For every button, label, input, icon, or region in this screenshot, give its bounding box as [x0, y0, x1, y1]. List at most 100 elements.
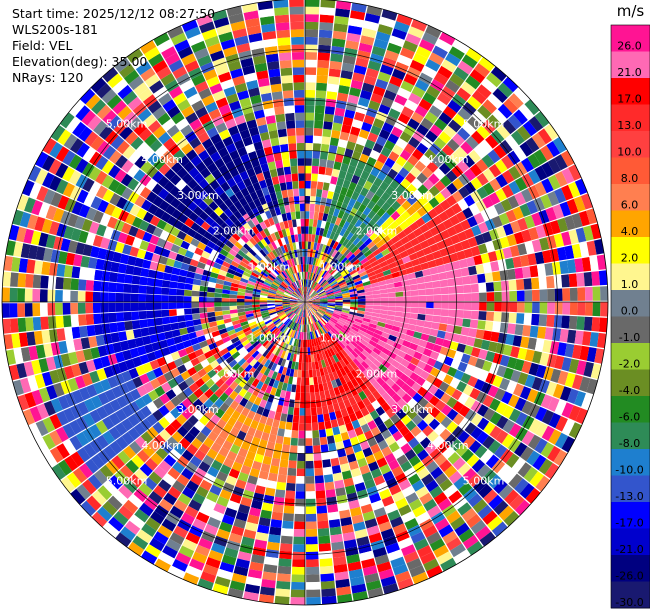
velocity-gate	[286, 120, 296, 129]
velocity-gate	[24, 288, 33, 302]
velocity-gate	[283, 505, 295, 514]
velocity-gate	[161, 309, 170, 317]
velocity-gate	[437, 92, 452, 106]
range-ring-label: 1.00km	[249, 332, 291, 345]
velocity-gate	[261, 288, 269, 293]
velocity-gate	[146, 165, 159, 179]
velocity-gate	[351, 326, 359, 333]
velocity-gate	[322, 128, 332, 138]
velocity-gate	[168, 448, 182, 461]
velocity-gate	[299, 296, 305, 302]
velocity-gate	[411, 86, 426, 99]
velocity-gate	[458, 528, 475, 543]
velocity-gate	[439, 279, 449, 288]
velocity-gate	[233, 437, 244, 448]
velocity-gate	[305, 112, 315, 121]
velocity-gate	[252, 296, 260, 300]
velocity-gate	[360, 35, 375, 46]
velocity-gate	[278, 313, 286, 319]
velocity-gate	[296, 135, 305, 144]
velocity-gate	[408, 318, 418, 326]
velocity-gate	[416, 124, 429, 136]
velocity-gate	[182, 339, 192, 349]
velocity-gate	[125, 379, 137, 392]
velocity-gate	[457, 127, 471, 141]
velocity-gate	[73, 338, 83, 351]
velocity-gate	[381, 402, 391, 412]
velocity-gate	[451, 333, 461, 343]
velocity-gate	[233, 565, 249, 577]
velocity-gate	[254, 283, 263, 288]
velocity-gate	[271, 270, 279, 277]
velocity-gate	[334, 292, 342, 296]
velocity-gate	[294, 400, 300, 408]
velocity-gate	[341, 470, 353, 480]
velocity-gate	[418, 307, 426, 315]
velocity-gate	[206, 292, 215, 298]
velocity-gate	[305, 295, 309, 302]
velocity-gate	[471, 90, 487, 105]
velocity-gate	[244, 400, 254, 410]
velocity-gate	[432, 344, 442, 353]
velocity-gate	[191, 308, 200, 314]
velocity-gate	[77, 302, 86, 314]
velocity-gate	[566, 259, 577, 274]
velocity-gate	[247, 384, 256, 394]
velocity-gate	[289, 0, 304, 7]
velocity-gate	[238, 284, 247, 290]
velocity-gate	[342, 221, 351, 230]
velocity-gate	[171, 329, 181, 338]
velocity-gate	[363, 114, 375, 125]
velocity-gate	[306, 309, 309, 317]
velocity-gate	[348, 285, 357, 291]
velocity-gate	[285, 490, 296, 499]
velocity-gate	[407, 154, 419, 167]
velocity-gate	[329, 364, 336, 373]
velocity-gate	[249, 40, 264, 51]
velocity-gate	[379, 284, 388, 290]
velocity-gate	[486, 302, 495, 312]
velocity-gate	[505, 135, 519, 150]
velocity-gate	[273, 98, 284, 108]
velocity-gate	[267, 343, 274, 351]
velocity-gate	[244, 295, 253, 300]
velocity-gate	[266, 253, 274, 261]
velocity-gate	[292, 353, 297, 362]
velocity-gate	[86, 268, 96, 280]
velocity-gate	[140, 431, 153, 444]
velocity-gate	[279, 60, 292, 69]
velocity-gate	[217, 568, 233, 580]
velocity-gate	[345, 240, 353, 249]
velocity-gate	[308, 331, 311, 340]
velocity-gate	[522, 266, 531, 279]
velocity-gate	[416, 276, 425, 284]
velocity-gate	[287, 406, 294, 415]
velocity-gate	[554, 432, 569, 449]
velocity-gate	[461, 449, 474, 462]
velocity-gate	[449, 152, 462, 165]
velocity-gate	[305, 460, 314, 469]
velocity-gate	[281, 528, 294, 537]
velocity-gate	[263, 236, 271, 245]
velocity-gate	[218, 269, 228, 277]
velocity-gate	[39, 289, 48, 302]
velocity-gate	[298, 324, 302, 332]
velocity-gate	[321, 244, 327, 253]
velocity-gate	[325, 310, 334, 315]
velocity-gate	[144, 73, 160, 88]
velocity-gate	[345, 355, 353, 364]
velocity-gate	[145, 302, 154, 311]
velocity-gate	[190, 222, 201, 232]
velocity-gate	[103, 402, 115, 416]
velocity-gate	[482, 168, 496, 182]
velocity-gate	[310, 188, 317, 197]
velocity-gate	[220, 265, 229, 273]
velocity-gate	[532, 454, 547, 471]
velocity-gate	[410, 425, 422, 437]
velocity-gate	[288, 196, 295, 205]
velocity-gate	[274, 348, 281, 356]
velocity-gate	[457, 502, 472, 516]
velocity-gate	[265, 417, 274, 427]
velocity-gate	[132, 237, 143, 249]
velocity-gate	[377, 276, 386, 283]
